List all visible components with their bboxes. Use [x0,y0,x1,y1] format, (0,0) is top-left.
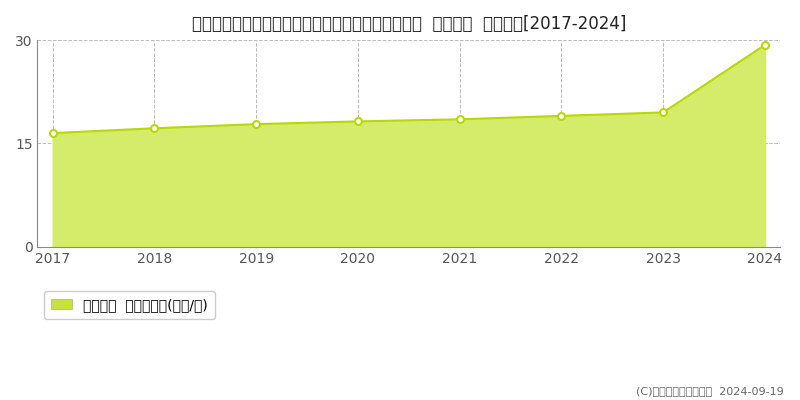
Point [758,42,771,48]
Point [454,116,466,122]
Point [250,121,262,127]
Point [46,130,59,136]
Title: 宮城県仙台市青葉区双葉ケ丘１丁目１１８番１０４  基準地価  地価推移[2017-2024]: 宮城県仙台市青葉区双葉ケ丘１丁目１１８番１０４ 基準地価 地価推移[2017-2… [192,15,626,33]
Legend: 基準地価  平均坪単価(万円/坪): 基準地価 平均坪単価(万円/坪) [45,291,215,319]
Text: (C)土地価格ドットコム  2024-09-19: (C)土地価格ドットコム 2024-09-19 [636,386,784,396]
Point [148,125,161,132]
Point [657,109,670,116]
Point [351,118,364,124]
Point [555,113,568,119]
